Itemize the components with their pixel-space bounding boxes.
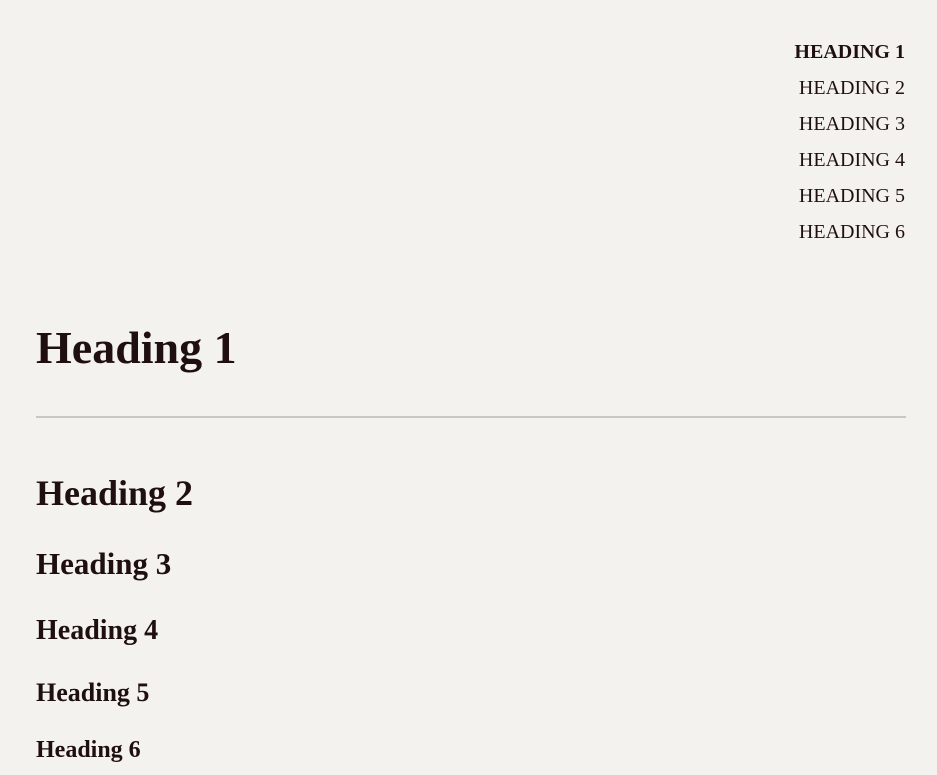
heading-6: Heading 6 bbox=[36, 737, 141, 763]
toc-link-heading-2[interactable]: HEADING 2 bbox=[798, 77, 905, 99]
heading-3: Heading 3 bbox=[36, 546, 172, 581]
heading-1: Heading 1 bbox=[36, 322, 237, 373]
table-of-contents: HEADING 1 HEADING 2 HEADING 3 HEADING 4 … bbox=[794, 34, 905, 250]
toc-item-heading-2[interactable]: HEADING 2 bbox=[794, 70, 905, 106]
toc-link-heading-6[interactable]: HEADING 6 bbox=[798, 221, 905, 243]
heading-4: Heading 4 bbox=[36, 615, 159, 646]
heading-1-divider bbox=[36, 416, 906, 418]
toc-item-heading-6[interactable]: HEADING 6 bbox=[794, 214, 905, 250]
heading-2: Heading 2 bbox=[36, 473, 194, 513]
toc-link-heading-1[interactable]: HEADING 1 bbox=[794, 41, 905, 63]
toc-link-heading-5[interactable]: HEADING 5 bbox=[798, 185, 905, 207]
heading-5: Heading 5 bbox=[36, 678, 150, 707]
toc-item-heading-3[interactable]: HEADING 3 bbox=[794, 106, 905, 142]
toc-item-heading-5[interactable]: HEADING 5 bbox=[794, 178, 905, 214]
toc-link-heading-3[interactable]: HEADING 3 bbox=[798, 113, 905, 135]
toc-item-heading-4[interactable]: HEADING 4 bbox=[794, 142, 905, 178]
toc-link-heading-4[interactable]: HEADING 4 bbox=[798, 149, 905, 171]
toc-item-heading-1[interactable]: HEADING 1 bbox=[794, 34, 905, 70]
